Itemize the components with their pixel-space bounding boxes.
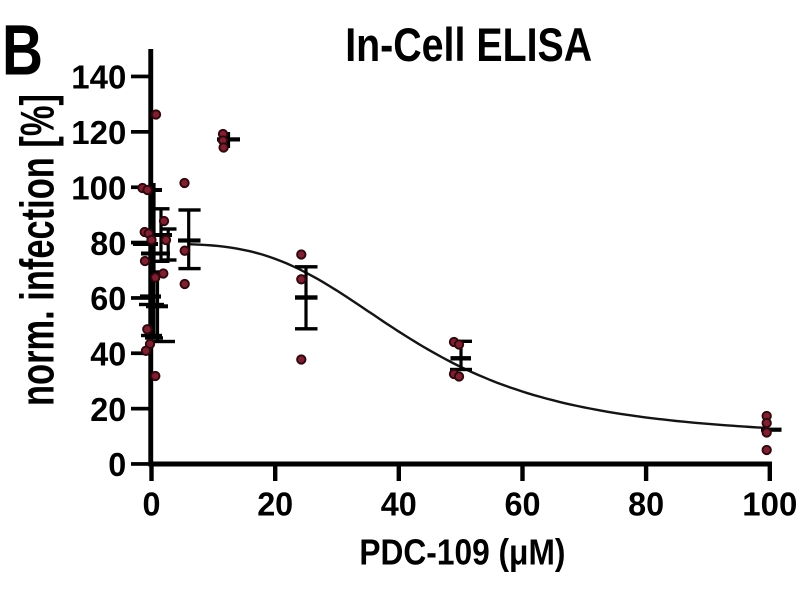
svg-text:100: 100 xyxy=(742,486,797,523)
svg-text:40: 40 xyxy=(90,336,126,373)
svg-text:60: 60 xyxy=(505,486,541,523)
svg-text:0: 0 xyxy=(143,486,161,523)
svg-text:In-Cell ELISA: In-Cell ELISA xyxy=(345,18,592,71)
svg-text:B: B xyxy=(2,12,43,91)
svg-text:40: 40 xyxy=(381,486,417,523)
svg-text:100: 100 xyxy=(71,169,126,206)
svg-text:60: 60 xyxy=(90,280,126,317)
svg-text:PDC-109 (μM): PDC-109 (μM) xyxy=(359,532,565,573)
svg-text:0: 0 xyxy=(108,446,126,483)
svg-text:80: 80 xyxy=(90,225,126,262)
svg-text:20: 20 xyxy=(257,486,293,523)
svg-text:140: 140 xyxy=(71,59,126,96)
svg-text:20: 20 xyxy=(90,391,126,428)
svg-text:80: 80 xyxy=(628,486,664,523)
svg-text:norm. infection [%]: norm. infection [%] xyxy=(11,94,64,406)
svg-text:120: 120 xyxy=(71,114,126,151)
